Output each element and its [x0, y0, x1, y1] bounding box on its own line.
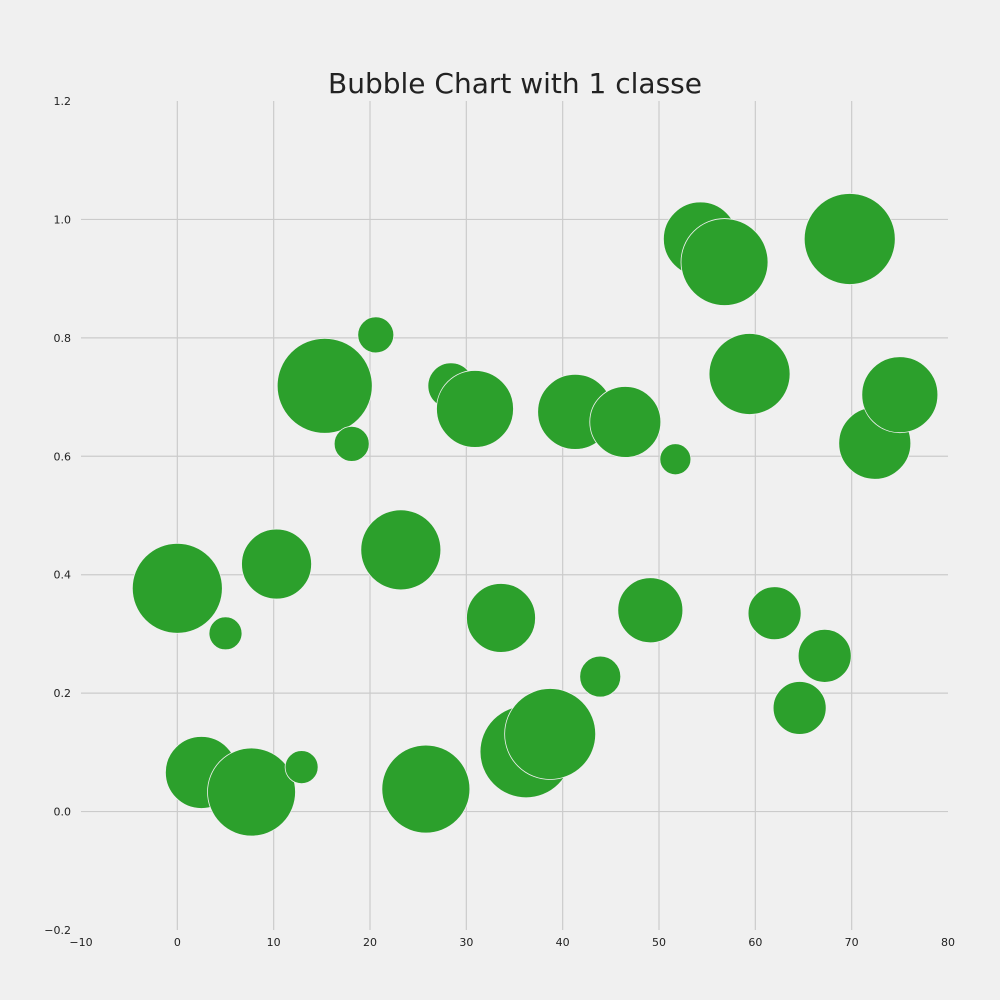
bubble-point: [861, 356, 939, 434]
bubble-point: [589, 386, 662, 458]
bubble-point: [276, 337, 373, 434]
bubble-point: [360, 509, 442, 591]
bubble-point: [207, 747, 296, 837]
y-axis-ticks: −0.2 0.0 0.2 0.4 0.6 0.8 1.0 1.2: [44, 95, 71, 937]
bubble-point: [659, 443, 692, 476]
y-tick-label: 1.0: [54, 213, 72, 226]
bubble-point: [381, 744, 471, 834]
x-axis-ticks: −10 0 10 20 30 40 50 60 70 80: [69, 936, 955, 949]
bubble-point: [803, 193, 896, 285]
y-tick-label: 0.2: [54, 687, 72, 700]
bubble-point: [747, 586, 802, 641]
x-tick-label: −10: [69, 936, 92, 949]
x-tick-label: 40: [556, 936, 570, 949]
bubble-point: [772, 681, 827, 735]
y-tick-label: 0.8: [54, 332, 72, 345]
bubble-point: [208, 616, 243, 651]
bubble-series: [131, 193, 939, 837]
y-tick-label: 0.0: [54, 806, 72, 819]
y-tick-label: 0.4: [54, 569, 72, 582]
bubble-point: [504, 688, 597, 780]
x-tick-label: 0: [174, 936, 181, 949]
bubble-point: [131, 542, 223, 634]
x-tick-label: 50: [652, 936, 666, 949]
y-tick-label: −0.2: [44, 924, 71, 937]
x-tick-label: 80: [941, 936, 955, 949]
bubble-point: [436, 370, 514, 448]
bubble-point: [579, 655, 622, 698]
x-tick-label: 60: [748, 936, 762, 949]
bubble-point: [708, 333, 791, 415]
bubble-point: [797, 628, 852, 683]
bubble-point: [333, 425, 370, 462]
x-tick-label: 70: [845, 936, 859, 949]
x-tick-label: 20: [363, 936, 377, 949]
bubble-point: [357, 316, 395, 354]
bubble-point: [466, 583, 536, 653]
y-tick-label: 1.2: [54, 95, 72, 108]
bubble-point: [617, 577, 684, 644]
x-tick-label: 10: [267, 936, 281, 949]
chart-title: Bubble Chart with 1 classe: [328, 67, 702, 100]
bubble-point: [241, 528, 312, 600]
x-tick-label: 30: [459, 936, 473, 949]
grid-lines: [81, 101, 948, 930]
y-tick-label: 0.6: [54, 450, 72, 463]
bubble-point: [680, 218, 769, 306]
bubble-point: [284, 750, 319, 785]
